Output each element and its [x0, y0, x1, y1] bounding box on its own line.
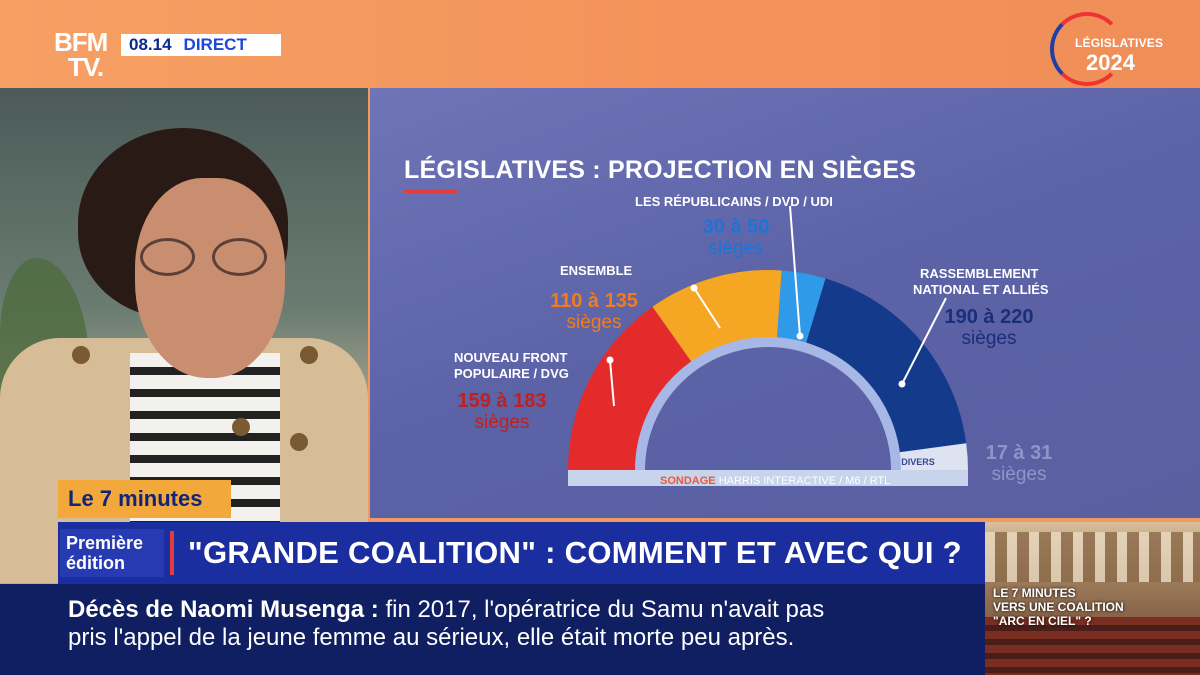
headline-separator — [170, 531, 174, 575]
assembly-columns — [985, 532, 1200, 582]
label-rn-line2: NATIONAL ET ALLIÉS — [913, 282, 1049, 297]
source-sondage: SONDAGE — [660, 475, 716, 487]
thumb-line3: "ARC EN CIEL" ? — [993, 614, 1092, 628]
label-nfp-line2: POPULAIRE / DVG — [454, 366, 569, 381]
label-ensemble: ENSEMBLE — [560, 263, 633, 278]
badge-year: 2024 — [1086, 50, 1135, 75]
value-divers: 17 à 31 — [985, 442, 1053, 464]
unit-divers: sièges — [991, 464, 1047, 485]
label-lr: LES RÉPUBLICAINS / DVD / UDI — [635, 194, 833, 209]
chart-panel: LÉGISLATIVES : PROJECTION EN SIÈGES NOUV… — [370, 88, 1200, 518]
ticker-line1: Décès de Naomi Musenga : fin 2017, l'opé… — [68, 596, 824, 624]
presenter-face — [135, 178, 285, 378]
title-underline — [404, 190, 458, 193]
news-ticker: Décès de Naomi Musenga : fin 2017, l'opé… — [0, 584, 985, 675]
ticker-subject: Décès de Naomi Musenga : — [68, 596, 379, 623]
value-nfp: 159 à 183 — [457, 390, 547, 412]
source-institute: HARRIS INTERACTIVE / M6 / RTL — [718, 475, 891, 487]
headline-bar: Première édition "GRANDE COALITION" : CO… — [58, 522, 985, 584]
unit-lr: sièges — [708, 238, 764, 259]
chart-source: SONDAGE HARRIS INTERACTIVE / M6 / RTL — [660, 475, 890, 487]
thumb-line1: LE 7 MINUTES — [993, 586, 1076, 600]
ticker-text1: fin 2017, l'opératrice du Samu n'avait p… — [385, 596, 825, 623]
edition-line1: Première — [66, 533, 144, 553]
leader-line — [789, 205, 801, 337]
value-rn: 190 à 220 — [944, 306, 1034, 328]
unit-rn: sièges — [961, 328, 1017, 349]
bfmtv-logo: BFM TV. — [54, 27, 116, 86]
thumb-line2: VERS UNE COALITION — [993, 600, 1124, 614]
legislatives-badge: LÉGISLATIVES 2024 — [1050, 10, 1180, 90]
chart-title: LÉGISLATIVES : PROJECTION EN SIÈGES — [404, 156, 917, 184]
leader-dot — [898, 380, 906, 388]
presenter-glasses-icon — [140, 238, 290, 278]
hemicycle-segment — [804, 278, 967, 453]
coat-button — [72, 346, 90, 364]
value-ensemble: 110 à 135 — [550, 290, 638, 312]
leader-dot — [796, 332, 804, 340]
label-divers: DIVERS — [901, 457, 935, 467]
coat-button — [232, 418, 250, 436]
leader-line — [609, 359, 615, 407]
assembly-seats — [985, 617, 1200, 675]
coat-button — [290, 433, 308, 451]
hemicycle-chart — [568, 205, 969, 486]
clock-time: 08.14 — [129, 35, 172, 54]
hemicycle-inner-ring — [635, 337, 901, 471]
live-label: DIRECT — [183, 35, 247, 54]
unit-nfp: sièges — [474, 412, 530, 433]
edition-tag: Première édition — [60, 529, 164, 577]
leader-line — [693, 287, 721, 329]
coat-button — [300, 346, 318, 364]
ticker-line2: pris l'appel de la jeune femme au sérieu… — [68, 624, 795, 651]
next-segment-thumbnail: LE 7 MINUTES VERS UNE COALITION "ARC EN … — [985, 522, 1200, 675]
badge-title: LÉGISLATIVES — [1075, 36, 1164, 50]
logo-line2: TV. — [68, 52, 104, 82]
leader-dot — [690, 284, 698, 292]
unit-ensemble: sièges — [566, 312, 622, 333]
badge-ring-icon — [1050, 12, 1124, 86]
clock-live-bar: 08.14 DIRECT — [121, 34, 281, 56]
label-rn-line1: RASSEMBLEMENT — [920, 266, 1039, 281]
leader-line — [901, 297, 947, 385]
logo-line1: BFM — [54, 27, 108, 57]
leader-dot — [606, 356, 614, 364]
segment-tag: Le 7 minutes — [58, 480, 231, 518]
value-lr: 30 à 50 — [702, 216, 770, 238]
headline: "GRANDE COALITION" : COMMENT ET AVEC QUI… — [188, 535, 962, 570]
hemicycle-segment — [568, 306, 695, 470]
label-nfp-line1: NOUVEAU FRONT — [454, 350, 568, 365]
hemicycle-segment — [776, 270, 826, 348]
hemicycle-segment — [894, 443, 969, 470]
edition-line2: édition — [66, 553, 125, 573]
hemicycle-base — [568, 470, 968, 486]
